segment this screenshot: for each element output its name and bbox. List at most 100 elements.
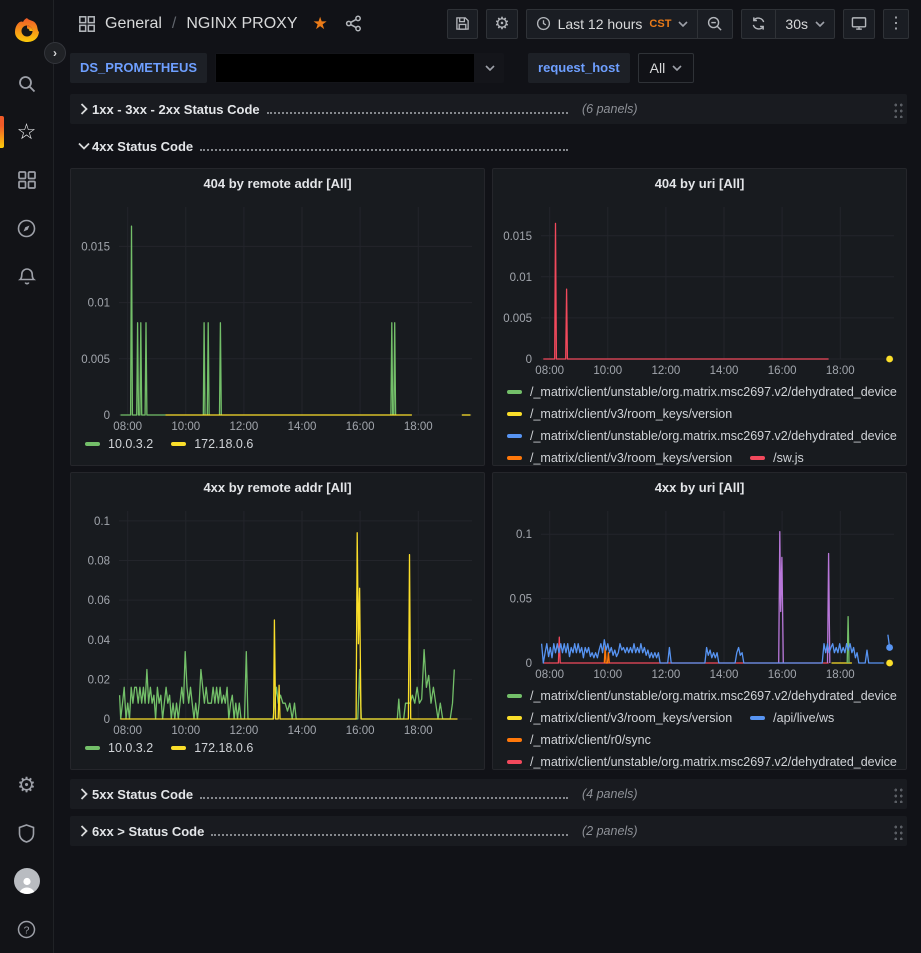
svg-text:14:00: 14:00 — [710, 365, 739, 377]
timeseries-chart[interactable]: 08:00 10:00 12:00 14:00 16:00 18:00 0 0.005 0.01… — [71, 197, 484, 435]
sidebar-item-starred[interactable]: ☆ — [0, 108, 53, 156]
svg-text:14:00: 14:00 — [288, 421, 317, 433]
share-icon[interactable] — [345, 15, 362, 32]
time-range-label: Last 12 hours — [557, 15, 643, 32]
svg-text:08:00: 08:00 — [113, 421, 142, 433]
legend-item[interactable]: /_matrix/client/v3/room_keys/version — [507, 707, 732, 729]
legend-item[interactable]: /_matrix/client/v3/room_keys/version — [507, 403, 732, 425]
legend-label: /_matrix/client/v3/room_keys/version — [530, 407, 733, 421]
sidebar-item-alerting[interactable] — [0, 252, 53, 300]
timeseries-chart[interactable]: 08:00 10:00 12:00 14:00 16:00 18:00 0 0.02 0.04 0… — [71, 501, 484, 739]
svg-text:18:00: 18:00 — [404, 421, 433, 433]
legend-item[interactable]: /_matrix/client/unstable/org.matrix.msc2… — [507, 685, 897, 707]
sidebar-item-explore[interactable] — [0, 204, 53, 252]
svg-text:12:00: 12:00 — [652, 365, 681, 377]
dashboard-settings-button[interactable]: ⚙ — [486, 8, 518, 39]
svg-text:0.05: 0.05 — [510, 594, 532, 606]
legend-item[interactable]: /_matrix/client/v3/room_keys/version — [507, 447, 732, 465]
variable-request-host-select[interactable]: All — [637, 52, 695, 83]
svg-text:18:00: 18:00 — [826, 669, 855, 681]
legend-item[interactable]: /_matrix/client/unstable/org.matrix.msc2… — [507, 381, 897, 403]
timeseries-chart[interactable]: 08:00 10:00 12:00 14:00 16:00 18:00 0 0.005 0.01… — [493, 197, 906, 379]
row-panel-count: (4 panels) — [582, 787, 638, 801]
time-picker-group: Last 12 hours CST — [525, 8, 734, 39]
sidebar-item-server-admin[interactable] — [0, 809, 53, 857]
legend-item[interactable]: /api/live/ws — [750, 707, 834, 729]
svg-text:12:00: 12:00 — [652, 669, 681, 681]
save-dashboard-button[interactable] — [447, 8, 479, 39]
legend-item[interactable]: /_matrix/client/unstable/org.matrix.msc2… — [507, 751, 897, 769]
timeseries-chart[interactable]: 08:00 10:00 12:00 14:00 16:00 18:00 0 0.05 0.1 — [493, 501, 906, 683]
refresh-button[interactable] — [742, 10, 775, 38]
variable-ds-prometheus-label[interactable]: DS_PROMETHEUS — [70, 52, 208, 83]
panels-grid: 404 by remote addr [All] 08:00 10:00 12:00… — [70, 168, 907, 770]
row-5xx[interactable]: 5xx Status Code (4 panels) — [70, 779, 907, 809]
svg-text:0: 0 — [104, 714, 110, 726]
svg-text:?: ? — [24, 924, 30, 936]
panel-title[interactable]: 4xx by remote addr [All] — [203, 479, 352, 495]
legend-item[interactable]: /_matrix/client/r0/sync — [507, 729, 651, 751]
legend-item[interactable]: 10.0.3.2 — [85, 741, 153, 755]
row-4xx[interactable]: 4xx Status Code — [70, 131, 907, 161]
legend-item[interactable]: 172.18.0.6 — [171, 437, 253, 451]
breadcrumb-folder[interactable]: General — [105, 14, 162, 32]
page-title[interactable]: NGINX PROXY — [186, 14, 298, 32]
row-1xx-3xx-2xx[interactable]: 1xx - 3xx - 2xx Status Code (6 panels) — [70, 94, 907, 124]
row-drag-handle[interactable] — [892, 822, 903, 840]
more-options-button[interactable]: ⋮ — [883, 8, 909, 39]
svg-text:0.015: 0.015 — [81, 241, 110, 253]
gear-icon: ⚙ — [494, 14, 510, 33]
legend-label: /_matrix/client/unstable/org.matrix.msc2… — [530, 689, 897, 703]
grafana-logo[interactable] — [0, 0, 53, 60]
row-panel-count: (6 panels) — [582, 102, 638, 116]
variable-request-host-label[interactable]: request_host — [528, 52, 630, 83]
refresh-icon — [753, 17, 765, 30]
kebab-menu-icon: ⋮ — [888, 14, 904, 32]
legend-item[interactable]: 10.0.3.2 — [85, 437, 153, 451]
zoom-out-button[interactable] — [697, 9, 732, 38]
shield-icon — [18, 823, 35, 843]
row-drag-handle[interactable] — [892, 100, 903, 118]
sidebar-item-configuration[interactable]: ⚙ — [0, 761, 53, 809]
svg-text:0.02: 0.02 — [88, 674, 110, 686]
cycle-view-mode-button[interactable] — [843, 8, 875, 39]
row-dotted-leader — [266, 103, 568, 114]
legend-label: /api/live/ws — [773, 711, 835, 725]
favorite-star-icon[interactable]: ★ — [312, 13, 328, 33]
avatar — [13, 868, 40, 894]
panel-title[interactable]: 404 by uri [All] — [654, 175, 745, 191]
row-title: 1xx - 3xx - 2xx Status Code — [92, 101, 260, 117]
variable-ds-prometheus-select[interactable] — [215, 52, 505, 83]
panel-title[interactable]: 4xx by uri [All] — [654, 479, 745, 495]
chevron-down-icon — [485, 64, 495, 71]
svg-text:0.005: 0.005 — [503, 313, 532, 325]
refresh-interval-picker[interactable]: 30s — [775, 9, 834, 38]
row-6xx[interactable]: 6xx > Status Code (2 panels) — [70, 816, 907, 846]
legend-item[interactable]: /sw.js — [750, 447, 804, 465]
sidebar-item-profile[interactable] — [0, 857, 53, 905]
sidebar-item-dashboards[interactable] — [0, 156, 53, 204]
svg-text:10:00: 10:00 — [171, 421, 200, 433]
svg-text:16:00: 16:00 — [346, 421, 375, 433]
legend-swatch — [507, 760, 522, 764]
sidebar-item-help[interactable]: ? — [0, 905, 53, 953]
legend-item[interactable]: /_matrix/client/unstable/org.matrix.msc2… — [507, 425, 897, 447]
grafana-logo-icon — [14, 18, 39, 42]
time-range-picker[interactable]: Last 12 hours CST — [527, 10, 698, 38]
panel-title[interactable]: 404 by remote addr [All] — [203, 175, 352, 191]
sidebar-expand-button[interactable]: › — [44, 42, 66, 64]
row-title: 4xx Status Code — [92, 138, 194, 154]
sidebar-item-search[interactable] — [0, 60, 53, 108]
svg-text:10:00: 10:00 — [593, 669, 622, 681]
clock-icon — [536, 16, 550, 31]
navbar-actions: ⚙ Last 12 hours CST — [447, 8, 909, 39]
variables-toolbar: DS_PROMETHEUS request_host All — [54, 47, 921, 88]
panel-legend: 10.0.3.2 172.18.0.6 — [71, 739, 484, 769]
svg-text:08:00: 08:00 — [535, 365, 564, 377]
legend-item[interactable]: 172.18.0.6 — [171, 741, 253, 755]
svg-text:0.1: 0.1 — [516, 529, 532, 541]
refresh-group: 30s — [741, 8, 835, 39]
row-drag-handle[interactable] — [892, 785, 903, 803]
panel-legend: 10.0.3.2 172.18.0.6 — [71, 435, 484, 465]
chevron-right-icon: › — [53, 46, 57, 60]
